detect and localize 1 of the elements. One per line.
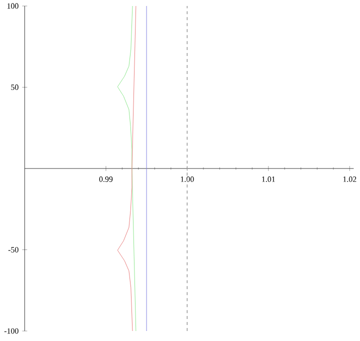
line-series bbox=[117, 6, 136, 332]
